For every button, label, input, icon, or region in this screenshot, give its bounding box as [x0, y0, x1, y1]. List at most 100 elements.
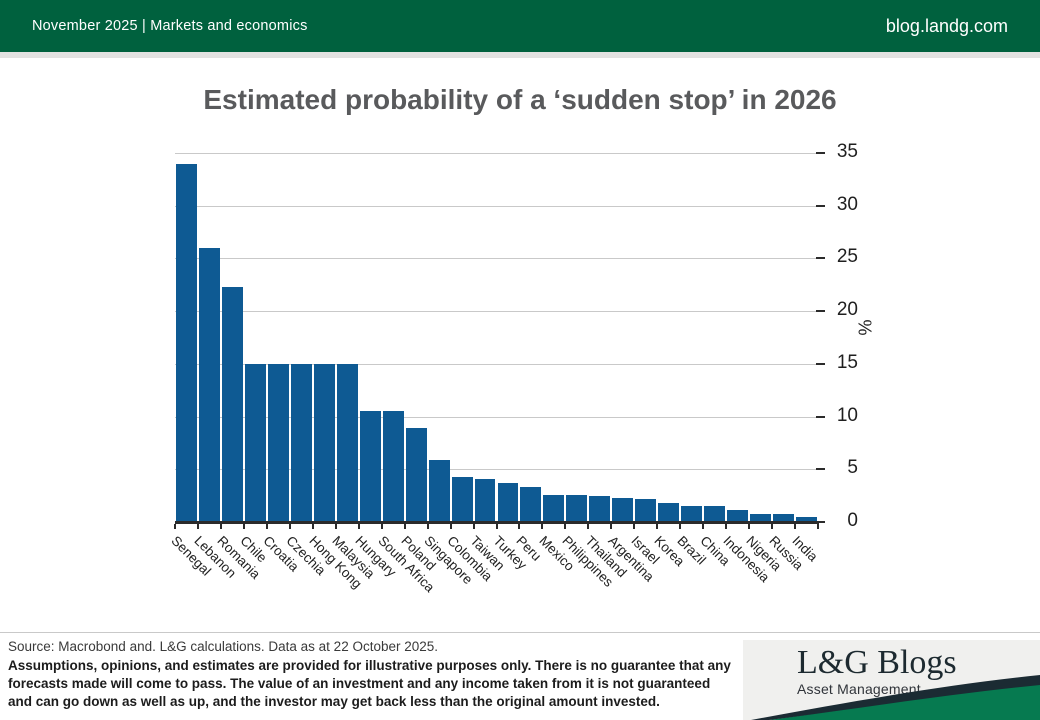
swoosh-navy-band [751, 675, 1040, 720]
gridline-35 [175, 153, 818, 154]
x-tick-4 [265, 524, 268, 529]
source-note: Source: Macrobond and. L&G calculations.… [8, 639, 439, 654]
bar-russia [773, 513, 795, 522]
chart-title: Estimated probability of a ‘sudden stop’… [203, 84, 837, 115]
y-tick-label-5: 5 [847, 457, 858, 479]
x-tick-17 [564, 524, 567, 529]
bar-thailand [589, 495, 611, 522]
y-tick-5 [816, 468, 825, 471]
disclaimer-line-1: Assumptions, opinions, and estimates are… [8, 658, 731, 673]
x-tick-23 [702, 524, 705, 529]
bar-israel [635, 498, 657, 522]
x-tick-28 [817, 524, 819, 529]
header-divider-strip [0, 52, 1040, 58]
bar-turkey [497, 482, 519, 522]
swoosh-graphic [751, 675, 1040, 720]
x-tick-1 [196, 524, 199, 529]
y-tick-label-35: 35 [836, 141, 858, 162]
x-tick-9 [380, 524, 383, 529]
y-tick-0 [816, 521, 825, 523]
y-tick-25 [816, 257, 825, 260]
x-tick-14 [495, 524, 498, 529]
gridline-30 [175, 205, 818, 207]
header-edition-label: November 2025 | Markets and economics [32, 18, 308, 34]
footer-divider [0, 632, 1040, 633]
x-tick-27 [794, 524, 797, 529]
disclaimer-line-2: forecasts made will come to pass. The va… [8, 676, 711, 691]
brand-logo: L&G Blogs Asset Management [797, 644, 957, 698]
x-axis-line [175, 521, 819, 524]
y-tick-label-25: 25 [836, 246, 858, 268]
bar-malaysia [336, 363, 358, 522]
y-tick-label-10: 10 [836, 404, 858, 426]
y-tick-15 [816, 362, 825, 365]
x-tick-25 [748, 524, 751, 529]
bar-romania [221, 286, 243, 522]
x-tick-15 [518, 524, 521, 529]
y-tick-30 [816, 204, 825, 207]
x-tick-8 [357, 524, 360, 529]
bar-chile [244, 363, 266, 522]
header-blog-url: blog.landg.com [885, 15, 1008, 36]
disclaimer-line-3: and can go down as well as up, and the i… [8, 694, 660, 709]
x-tick-19 [610, 524, 613, 529]
x-tick-12 [449, 524, 452, 529]
x-tick-2 [219, 524, 222, 529]
bar-brazil [681, 506, 703, 522]
footer-text: Source: Macrobond and. L&G calculations.… [8, 639, 753, 711]
x-tick-7 [334, 524, 337, 529]
x-tick-6 [311, 524, 314, 529]
x-tick-22 [679, 524, 682, 529]
x-tick-13 [472, 524, 475, 529]
bar-china [704, 506, 726, 522]
y-tick-35 [816, 152, 825, 154]
x-tick-18 [587, 524, 590, 529]
x-tick-16 [541, 524, 544, 529]
x-tick-20 [633, 524, 636, 529]
bar-croatia [267, 363, 289, 522]
gridline-5 [175, 469, 818, 471]
bar-korea [658, 503, 680, 522]
logo-panel: L&G Blogs Asset Management [743, 640, 1040, 720]
y-tick-10 [816, 415, 825, 418]
gridline-15 [175, 363, 818, 365]
bar-mexico [543, 494, 565, 522]
bar-philippines [566, 494, 588, 522]
bar-taiwan [474, 478, 496, 522]
x-tick-10 [403, 524, 406, 529]
bar-singapore [428, 459, 450, 522]
x-tick-3 [242, 524, 245, 529]
swoosh-green-fill [769, 684, 1040, 720]
logo-subtitle: Asset Management [797, 681, 921, 697]
logo-title: L&G Blogs [797, 644, 957, 681]
bar-south-africa [382, 411, 404, 522]
bar-peru [520, 487, 542, 522]
bar-india [796, 516, 817, 522]
x-tick-11 [426, 524, 429, 529]
gridline-10 [175, 416, 818, 418]
x-tick-21 [656, 524, 659, 529]
bar-colombia [451, 476, 473, 522]
gridline-25 [175, 258, 818, 260]
bar-hong-kong [313, 363, 335, 522]
y-tick-label-0: 0 [847, 510, 858, 531]
bar-argentina [612, 497, 634, 522]
header-bar: November 2025 | Markets and economics bl… [0, 0, 1040, 52]
bar-lebanon [198, 247, 220, 522]
bar-indonesia [727, 510, 749, 522]
y-tick-label-15: 15 [836, 351, 858, 373]
y-tick-label-20: 20 [836, 299, 858, 321]
x-tick-5 [288, 524, 291, 529]
bar-hungary [359, 411, 381, 522]
bar-nigeria [750, 513, 772, 522]
y-tick-label-30: 30 [836, 193, 858, 215]
x-tick-0 [174, 524, 176, 529]
bar-czechia [290, 363, 312, 522]
gridline-20 [175, 311, 818, 313]
bar-poland [405, 428, 427, 522]
x-tick-24 [725, 524, 728, 529]
bar-senegal [176, 163, 197, 522]
x-tick-26 [771, 524, 774, 529]
